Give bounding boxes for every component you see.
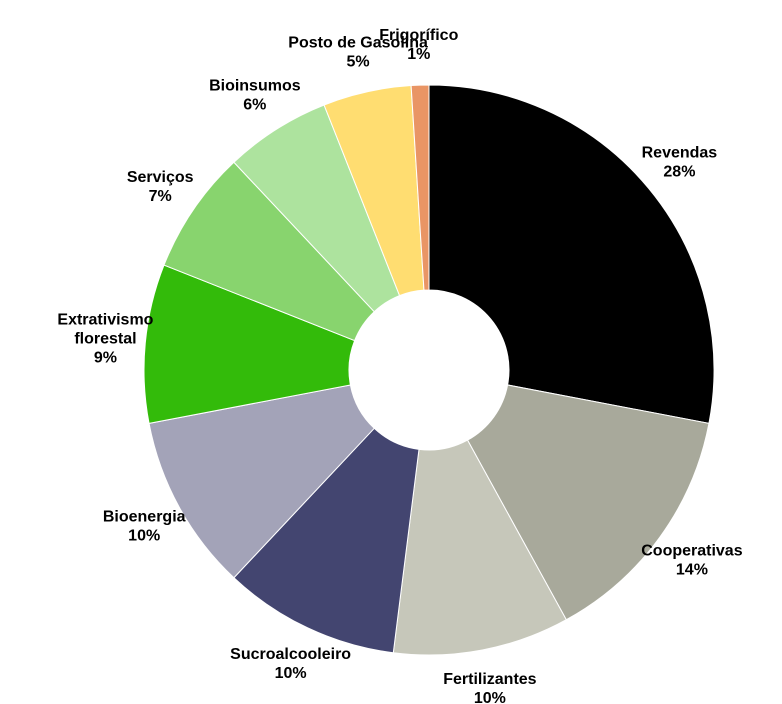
slice-label: Sucroalcooleiro bbox=[230, 646, 351, 663]
slice-value-label: 9% bbox=[94, 350, 117, 367]
slice-value-label: 10% bbox=[474, 690, 506, 704]
slice-label: Fertilizantes bbox=[443, 671, 536, 688]
slice-label: Posto de Gasolina bbox=[288, 35, 428, 52]
donut-slice bbox=[392, 439, 567, 656]
slice-label: Frigorífico bbox=[379, 27, 458, 44]
slice-value-label: 14% bbox=[676, 562, 708, 579]
slice-label: Extrativismo florestal bbox=[57, 312, 153, 348]
slice-value-label: 10% bbox=[275, 665, 307, 682]
slice-label: Bioenergia bbox=[103, 508, 186, 525]
slice-label: Serviços bbox=[127, 169, 194, 186]
label-line: Extrativismo bbox=[57, 312, 153, 329]
slice-value-label: 7% bbox=[149, 188, 172, 205]
slice-value-label: 6% bbox=[243, 96, 266, 113]
slice-value-label: 5% bbox=[347, 54, 370, 71]
slice-value-label: 28% bbox=[663, 164, 695, 181]
donut-slice bbox=[233, 427, 420, 654]
slice-value-label: 10% bbox=[128, 527, 160, 544]
donut-slice bbox=[143, 264, 356, 424]
slice-label: Bioinsumos bbox=[209, 77, 301, 94]
donut-slice bbox=[410, 84, 430, 291]
donut-slice bbox=[428, 84, 715, 424]
slice-value-label: 1% bbox=[407, 46, 430, 63]
slice-label: Cooperativas bbox=[641, 543, 742, 560]
donut-slice bbox=[466, 384, 710, 621]
donut-slice bbox=[148, 384, 375, 579]
slice-label: Revendas bbox=[642, 145, 718, 162]
label-line: florestal bbox=[74, 331, 136, 348]
